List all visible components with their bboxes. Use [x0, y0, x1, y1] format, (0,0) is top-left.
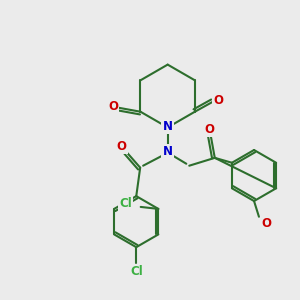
Text: O: O	[108, 100, 118, 113]
Text: Cl: Cl	[130, 265, 142, 278]
Text: O: O	[205, 123, 215, 136]
Text: N: N	[163, 120, 173, 133]
Text: O: O	[213, 94, 224, 107]
Text: N: N	[163, 146, 173, 158]
Text: O: O	[116, 140, 127, 153]
Text: Cl: Cl	[119, 197, 132, 211]
Text: O: O	[262, 217, 272, 230]
